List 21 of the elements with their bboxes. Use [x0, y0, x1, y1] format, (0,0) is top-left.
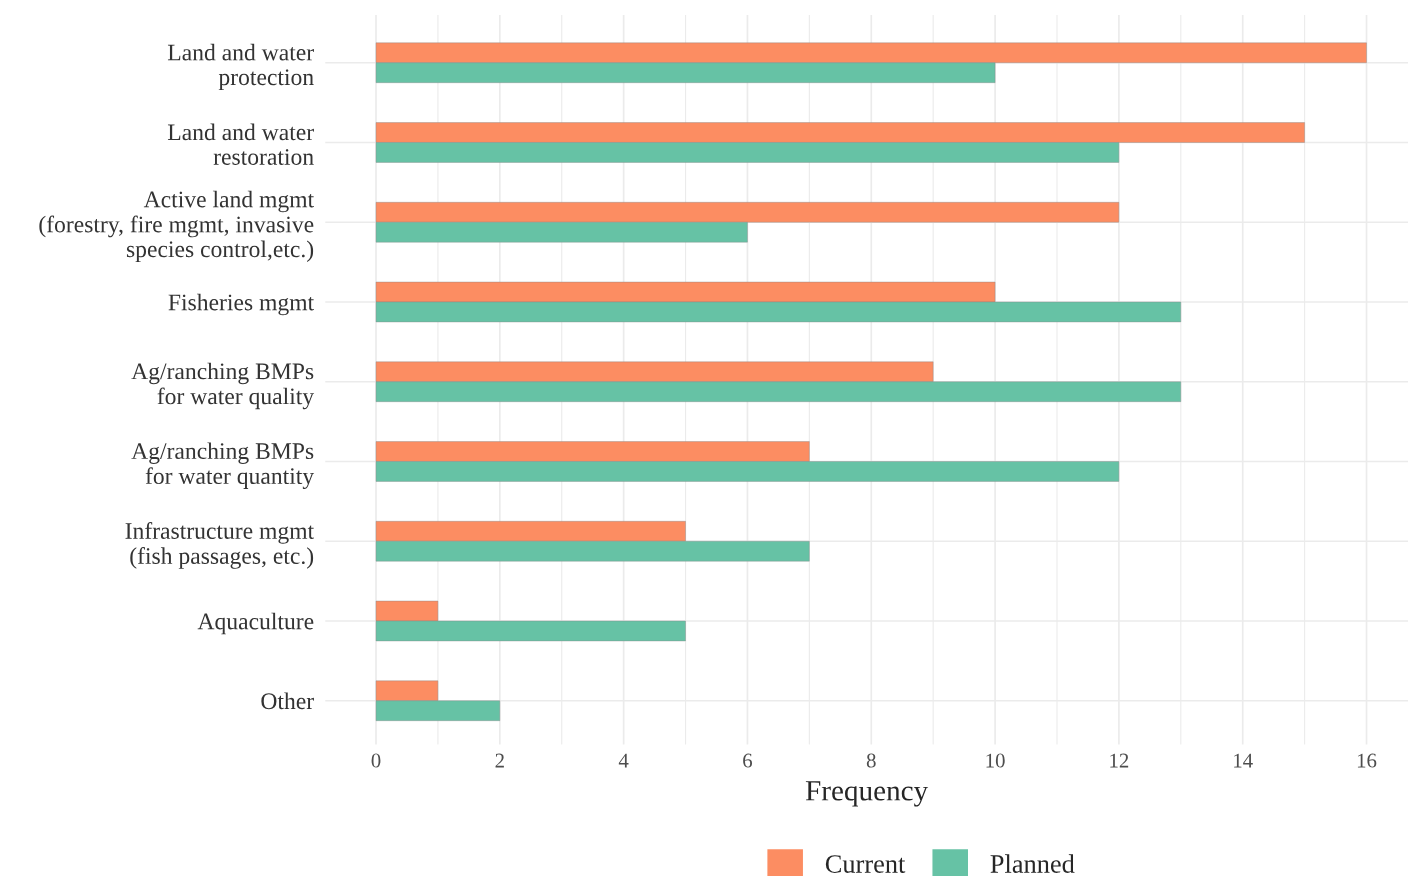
x-tick-label: 0	[371, 753, 381, 768]
x-tick-label: 10	[986, 753, 1005, 768]
y-tick-label: Fisheries mgmt	[168, 293, 314, 316]
x-tick-label: 8	[866, 753, 876, 768]
x-tick-label: 2	[495, 753, 504, 768]
y-tick-label: Infrastructure mgmt (fish passages, etc.)	[125, 522, 314, 569]
x-axis-title: Frequency	[805, 781, 929, 807]
y-tick-label: Land and water restoration	[167, 123, 314, 165]
x-tick-label: 6	[743, 753, 753, 768]
y-tick-label: Other	[261, 692, 314, 710]
y-tick-label: Active land mgmt (forestry, fire mgmt, invasive species control,etc.)	[39, 190, 314, 262]
y-tick-label: Aquaculture	[197, 612, 314, 635]
y-tick-label: Land and water protection	[167, 43, 314, 90]
x-tick-label: 16	[1357, 753, 1377, 768]
legend-label: Current	[825, 855, 906, 873]
x-tick-label: 4	[618, 753, 629, 768]
y-tick-label: Ag/ranching BMPs for water quality	[131, 362, 315, 410]
x-tick-label: 12	[1110, 753, 1129, 768]
x-tick-label: 14	[1234, 753, 1253, 768]
legend-label: Planned	[990, 854, 1075, 873]
y-tick-label: Ag/ranching BMPs for water quantity	[131, 442, 315, 489]
